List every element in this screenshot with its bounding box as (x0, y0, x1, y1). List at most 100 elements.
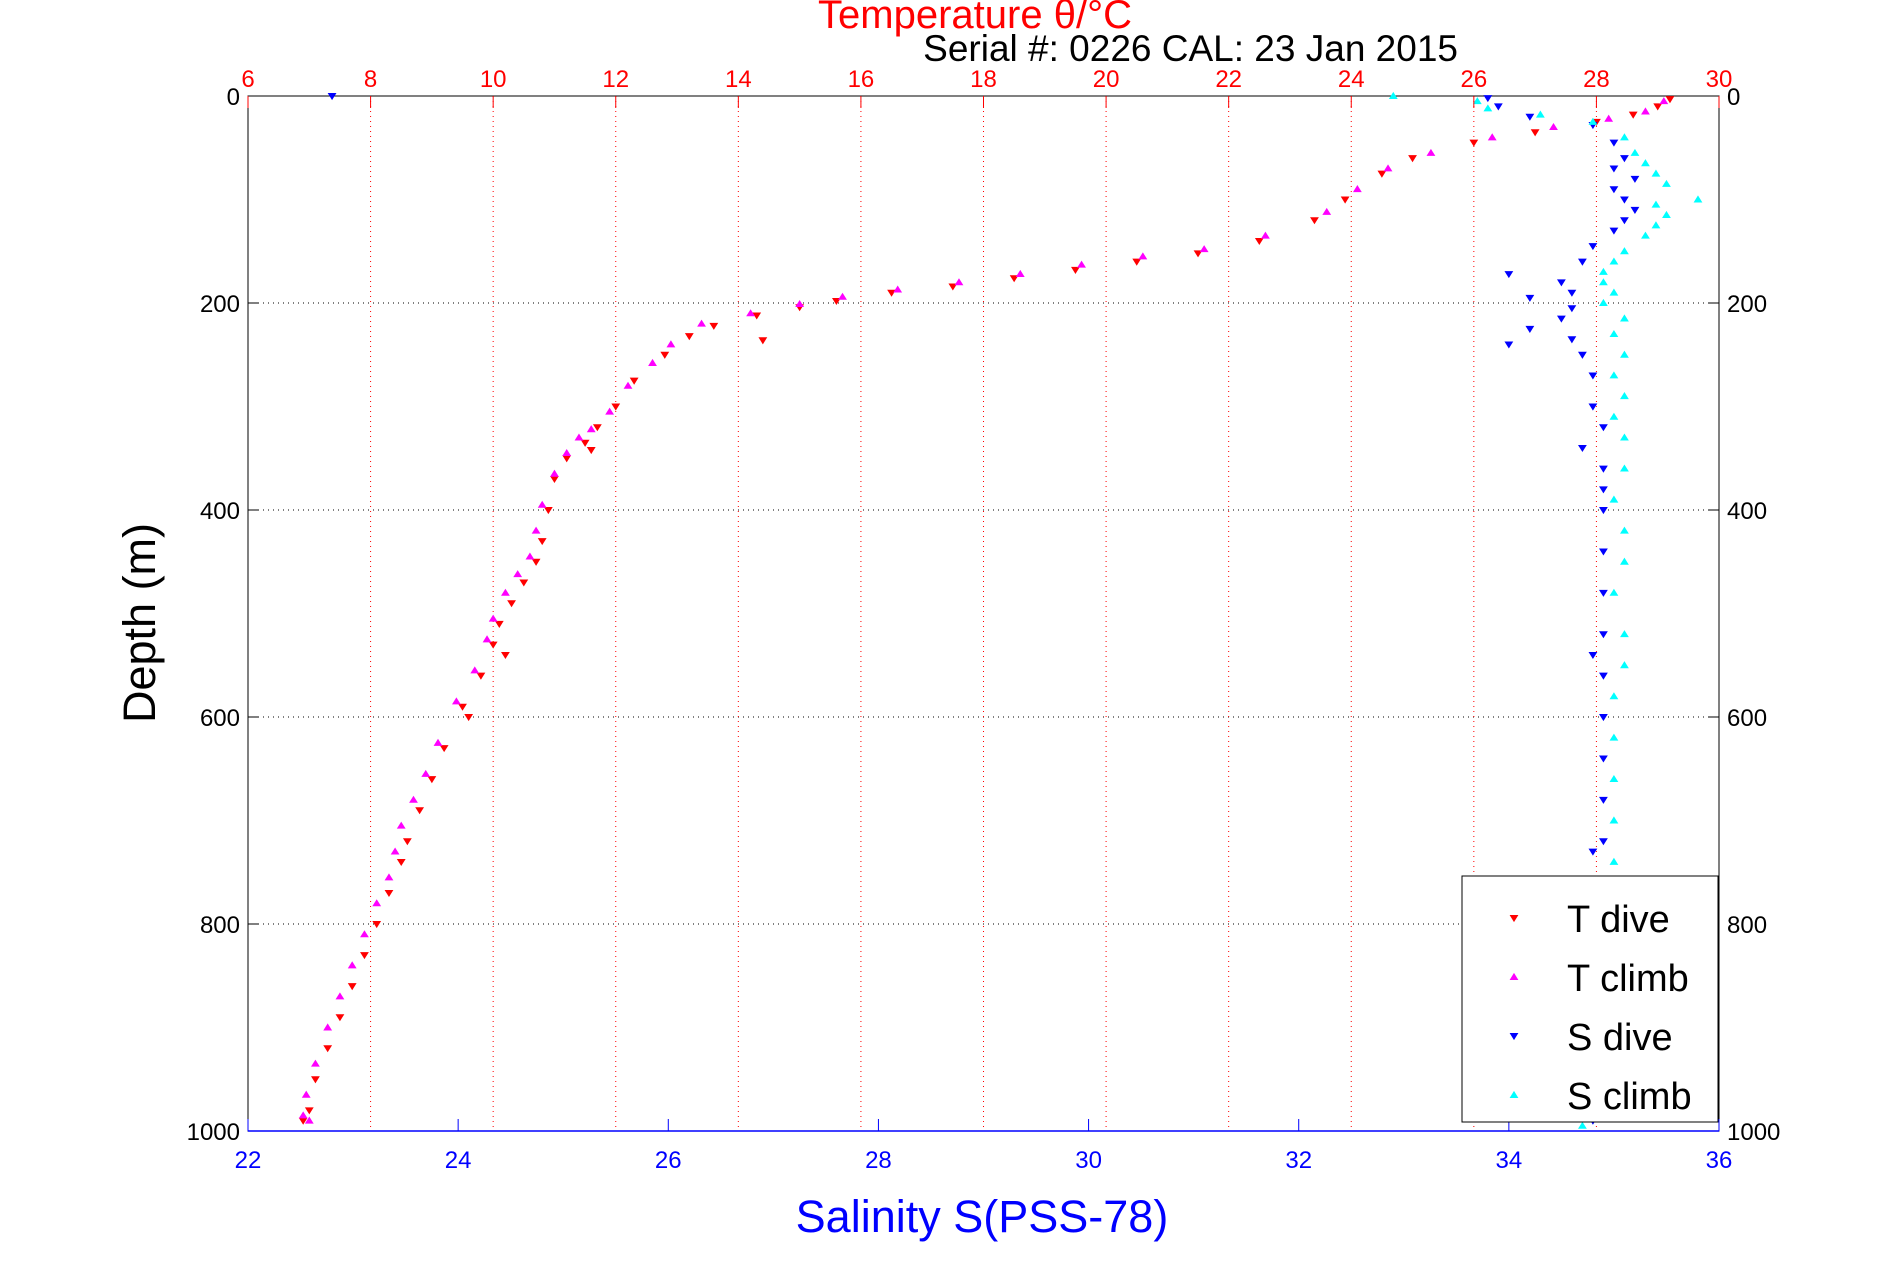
data-point (1630, 148, 1640, 156)
data-point (1662, 179, 1671, 187)
data-point (1630, 206, 1640, 214)
data-point (543, 507, 553, 515)
data-point (384, 890, 394, 898)
legend-label: T climb (1567, 958, 1689, 1000)
data-point (1620, 314, 1629, 322)
series-s-dive (327, 93, 1640, 1125)
data-point (586, 447, 596, 455)
legend-marker (1509, 972, 1519, 980)
data-point (1483, 95, 1493, 103)
data-point (1620, 526, 1629, 534)
x-top-tick-label: 26 (1460, 66, 1487, 93)
data-layer (298, 91, 1703, 1129)
data-point (327, 93, 337, 101)
legend-label: T dive (1567, 899, 1670, 941)
x-bottom-tick-label: 30 (1075, 1147, 1102, 1174)
data-point (1665, 96, 1675, 104)
data-point (1599, 838, 1608, 846)
data-point (752, 312, 762, 320)
data-point (1504, 341, 1514, 349)
x-top-tick-label: 20 (1093, 66, 1120, 93)
data-point (586, 425, 596, 433)
data-point (1651, 200, 1661, 208)
data-point (1588, 243, 1598, 251)
data-point (592, 424, 602, 432)
data-point (1588, 848, 1598, 856)
x-top-tick-label: 22 (1215, 66, 1242, 93)
data-point (1599, 507, 1608, 515)
data-point (758, 337, 768, 345)
data-point (1651, 221, 1661, 229)
y-tick-label-left: 600 (200, 705, 240, 732)
data-point (1651, 169, 1661, 177)
legend: T dive T climb S dive S climb (1461, 875, 1719, 1123)
data-point (311, 1059, 320, 1067)
y-tick-label-left: 400 (200, 498, 240, 525)
x-top-tick-label: 30 (1706, 66, 1733, 93)
x-top-tick-label: 10 (480, 66, 507, 93)
data-point (1310, 217, 1319, 225)
data-point (1261, 231, 1270, 239)
chart-title: Temperature θ/°C (818, 0, 1132, 37)
data-point (1641, 231, 1650, 239)
legend-marker (1509, 1033, 1519, 1041)
data-point (1609, 227, 1619, 235)
data-point (1693, 195, 1703, 203)
data-point (1469, 139, 1479, 147)
data-point (1578, 258, 1587, 266)
data-point (1487, 133, 1497, 141)
data-point (1609, 692, 1619, 700)
data-point (1504, 271, 1514, 279)
y-tick-label-left: 800 (200, 912, 240, 939)
data-point (1567, 336, 1577, 344)
data-point (360, 952, 369, 960)
data-point (1493, 103, 1503, 111)
data-point (1609, 588, 1619, 596)
data-point (384, 873, 394, 881)
data-point (311, 1076, 320, 1084)
data-point (1609, 816, 1619, 824)
x-top-tick-label: 6 (241, 66, 254, 93)
data-point (831, 297, 841, 306)
data-point (1530, 129, 1540, 137)
y-tick-label-left: 0 (227, 84, 240, 111)
data-point (1641, 159, 1650, 167)
data-point (887, 289, 896, 297)
data-point (1599, 589, 1608, 597)
data-point (421, 769, 431, 777)
legend-label: S dive (1567, 1017, 1673, 1059)
data-point (360, 930, 369, 938)
data-point (409, 795, 418, 803)
data-point (1620, 630, 1629, 638)
data-point (464, 714, 474, 722)
x-bottom-tick-label: 28 (865, 1147, 892, 1174)
data-point (507, 600, 516, 608)
data-point (396, 858, 406, 866)
data-point (709, 322, 719, 330)
x-bottom-tick-label: 32 (1285, 1147, 1312, 1174)
data-point (954, 278, 964, 286)
data-point (513, 570, 523, 578)
data-point (660, 351, 670, 359)
data-point (1609, 165, 1619, 173)
data-point (335, 1014, 345, 1022)
data-point (1620, 464, 1629, 472)
data-point (304, 1107, 314, 1115)
data-point (1588, 117, 1598, 125)
data-point (347, 983, 357, 991)
data-point (1556, 279, 1566, 287)
data-point (1138, 252, 1148, 260)
data-point (1388, 91, 1398, 99)
data-point (537, 538, 547, 546)
data-point (1567, 289, 1577, 297)
x-bottom-tick-label: 26 (655, 1147, 682, 1174)
series-t-climb (298, 97, 1669, 1124)
data-point (1599, 424, 1608, 432)
data-point (1599, 465, 1608, 473)
y-tick-label-left: 200 (200, 291, 240, 318)
data-point (1578, 444, 1587, 452)
x-axis-label-salinity: Salinity S(PSS-78) (796, 1191, 1169, 1242)
data-point (1653, 103, 1663, 111)
data-point (550, 476, 559, 484)
